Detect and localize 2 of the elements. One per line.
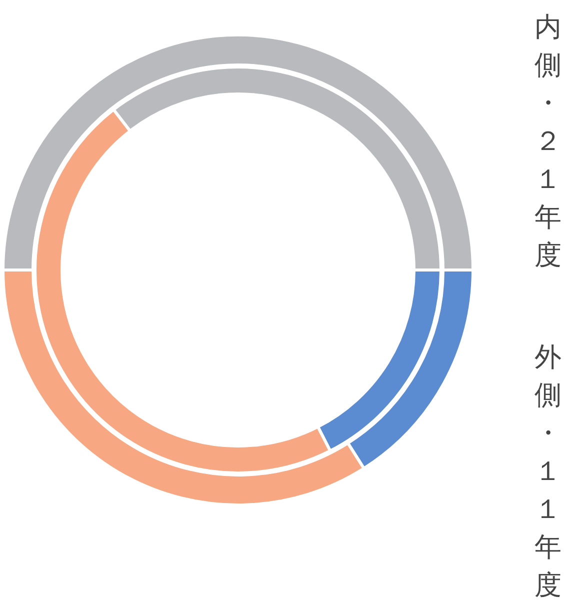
text: 内側・２１年度 <box>534 12 562 271</box>
text: 外側・１１年度 <box>534 342 562 601</box>
